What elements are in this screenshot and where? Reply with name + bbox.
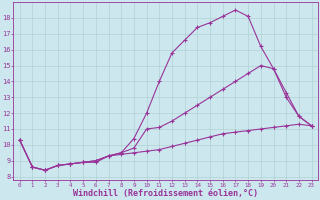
X-axis label: Windchill (Refroidissement éolien,°C): Windchill (Refroidissement éolien,°C) — [73, 189, 258, 198]
